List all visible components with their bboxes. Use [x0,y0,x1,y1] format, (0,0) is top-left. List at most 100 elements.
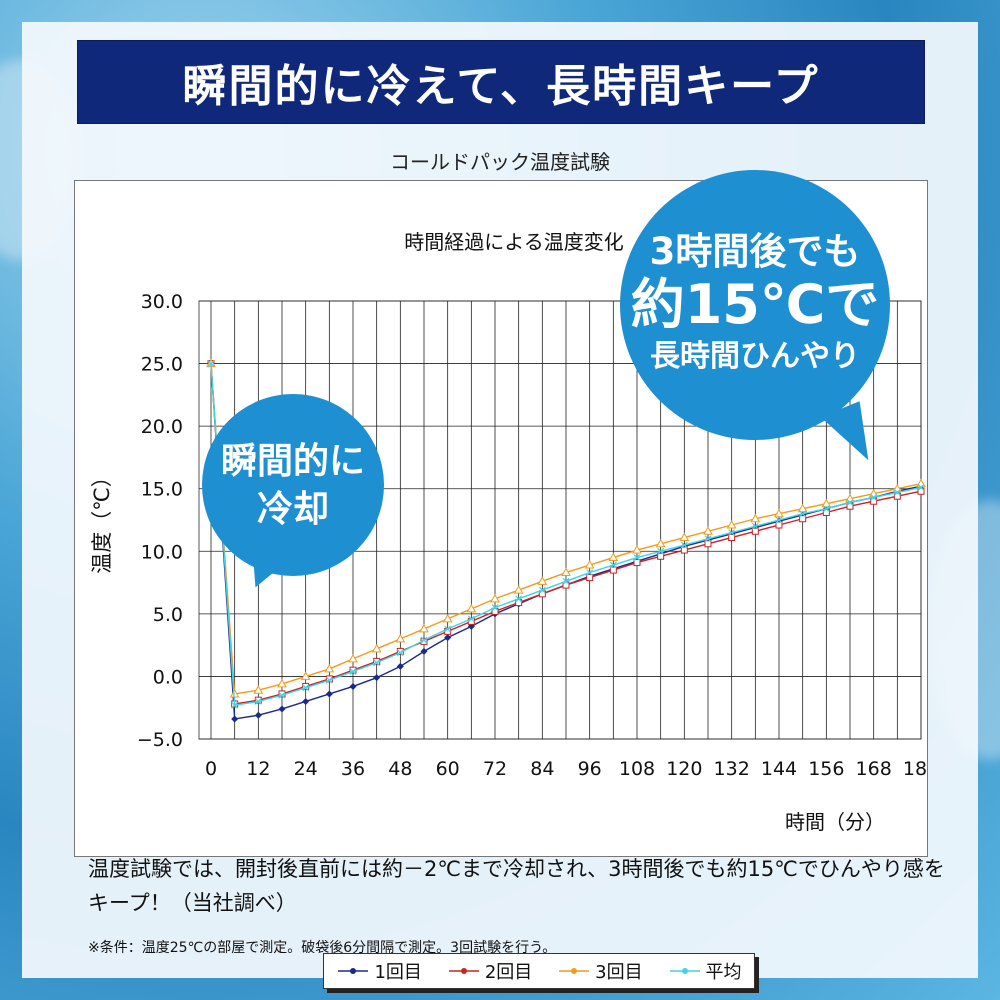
data-point [679,532,690,542]
x-tick-label: 132 [714,758,750,780]
data-point [231,715,239,723]
chart-legend: 1回目 2回目 3回目 平均 [323,953,755,989]
x-tick-label: 144 [761,758,797,780]
y-tick-label: 25.0 [141,354,183,376]
data-point [822,505,830,513]
legend-label: 2回目 [484,962,533,983]
content-panel: 瞬間的に冷えて、長時間キープ コールドパック温度試験 時間経過による温度変化 30… [22,22,978,989]
data-point [917,484,925,491]
legend-label: 1回目 [374,962,422,983]
legend-item: 2回目 [447,958,532,984]
data-point [726,519,737,529]
data-point [680,541,688,549]
data-point [395,633,406,643]
data-point [609,561,617,569]
x-axis-label: 時間（分） [785,810,885,834]
data-point [467,615,475,623]
instant-cooling-bubble: 瞬間的に 冷却 [202,394,384,576]
data-point [513,585,524,594]
data-point [420,647,428,655]
data-point [538,586,546,594]
x-tick-label: 48 [388,758,412,780]
data-point [325,690,333,698]
x-tick-label: 108 [619,758,655,780]
data-point [277,678,287,688]
data-point [704,540,712,548]
x-tick-label: 12 [246,758,270,780]
y-tick-label: 0.0 [153,666,183,688]
bubble-right-line-1: 3時間後でも [649,230,861,273]
data-point [751,527,759,535]
data-point [324,663,335,673]
data-point [633,554,641,561]
legend-swatch [448,968,479,974]
x-tick-label: 0 [205,758,217,780]
data-point [633,559,641,567]
data-point [728,529,736,536]
legend-swatch [559,968,590,974]
data-point [704,535,712,543]
data-point [609,566,617,574]
data-point [562,577,570,585]
data-point [302,697,310,705]
data-point [586,574,594,582]
data-point [703,526,713,535]
legend-label: 平均 [705,962,742,983]
bubble-right-line-2: 約15℃で [630,273,880,336]
legend-item: 平均 [668,958,742,984]
y-tick-label: 10.0 [141,541,183,563]
data-point [751,522,759,530]
data-point [490,593,500,603]
data-point [300,671,311,680]
data-point [231,701,239,709]
data-point [254,698,262,705]
y-tick-label: −5.0 [137,729,183,751]
data-point [396,649,404,657]
data-point [775,516,783,524]
data-point [608,552,619,562]
data-point [821,498,832,508]
data-point [302,684,310,692]
data-point [491,604,499,612]
data-point [349,682,357,690]
data-point [655,538,666,548]
data-point [371,643,382,653]
headline-text: 瞬間的に冷えて、長時間キープ [182,61,820,112]
data-point [325,676,333,684]
x-tick-label: 36 [341,758,365,780]
data-point [444,625,452,633]
data-point [799,510,807,518]
data-point [207,360,215,367]
data-point [584,560,595,569]
data-point [349,667,357,675]
bubble-left-line-2: 冷却 [256,489,329,530]
description-text: 温度試験では、開封後直前には約－2℃まで冷却され、3時間後でも約15℃でひんやり… [88,857,945,915]
chart-title: 時間経過による温度変化 [404,230,623,254]
data-point [420,636,428,644]
data-point [373,674,381,682]
data-point [680,546,688,554]
x-tick-label: 96 [578,758,602,780]
data-point [348,653,358,663]
legend-item: 1回目 [336,958,422,984]
data-point [396,662,404,670]
data-point [632,545,642,554]
x-tick-label: 24 [294,758,318,780]
data-point [657,552,665,560]
data-point [253,685,264,694]
data-point [797,503,808,513]
data-point [775,521,783,529]
y-tick-label: 30.0 [141,291,183,313]
x-tick-label: 156 [808,758,844,780]
data-point [846,499,854,506]
test-conditions-note: ※条件：温度25℃の部屋で測定。破袋後6分間隔で測定。3回試験を行う。 [88,940,557,956]
data-point [774,508,784,518]
bubble-left-line-1: 瞬間的に [220,441,365,482]
bubble-right-line-3: 長時間ひんやり [650,339,860,374]
legend-item: 3回目 [557,958,643,984]
long-lasting-bubble: 3時間後でも 約15℃で 長時間ひんやり [620,170,890,440]
x-tick-label: 168 [856,758,892,780]
legend-label: 3回目 [595,962,643,983]
x-tick-label: 84 [530,758,554,780]
data-point [278,705,286,713]
